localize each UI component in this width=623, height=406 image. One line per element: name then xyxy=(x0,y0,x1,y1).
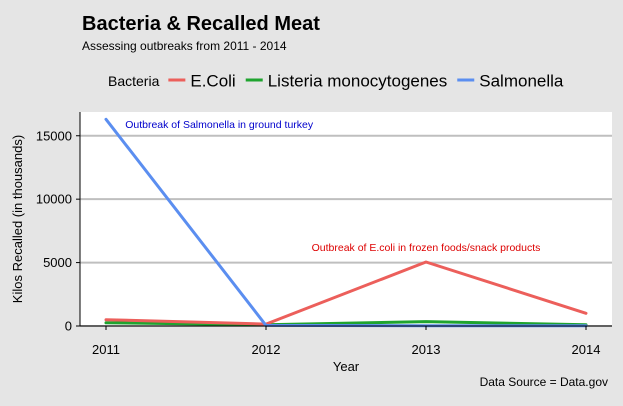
plot-panel xyxy=(80,112,612,326)
x-tick-label-2011: 2011 xyxy=(92,342,120,357)
legend-title: Bacteria xyxy=(108,73,160,89)
x-tick-label-2013: 2013 xyxy=(412,342,441,357)
chart-subtitle: Assessing outbreaks from 2011 - 2014 xyxy=(82,39,287,53)
legend-label-listeria-monocytogenes: Listeria monocytogenes xyxy=(268,72,448,91)
y-tick-label-10000: 10000 xyxy=(36,192,72,207)
y-ticks: 0 5000 10000 15000 xyxy=(36,128,80,334)
x-axis-label: Year xyxy=(333,359,360,374)
x-tick-label-2014: 2014 xyxy=(572,342,601,357)
series-line-e-coli xyxy=(104,260,588,326)
x-ticks: 2011 2012 2013 2014 xyxy=(92,326,600,357)
legend-label-salmonella: Salmonella xyxy=(479,72,564,91)
chart-title: Bacteria & Recalled Meat xyxy=(82,13,320,35)
y-tick-label-5000: 5000 xyxy=(43,255,72,270)
series-line-listeria-monocytogenes xyxy=(104,320,588,327)
data-source-caption: Data Source = Data.gov xyxy=(480,375,608,389)
annotations: Outbreak of Salmonella in ground turkey O… xyxy=(125,119,540,254)
legend: Bacteria E.Coli Listeria monocytogenes Sal… xyxy=(108,72,564,91)
annotation-2: Outbreak of E.coli in frozen foods/snack… xyxy=(312,242,541,254)
x-tick-label-2012: 2012 xyxy=(252,342,281,357)
legend-label-e-coli: E.Coli xyxy=(190,72,235,91)
y-tick-label-15000: 15000 xyxy=(36,128,72,143)
y-axis-label: Kilos Recalled (in thousands) xyxy=(10,135,25,303)
annotation-1: Outbreak of Salmonella in ground turkey xyxy=(125,119,314,131)
y-tick-label-0: 0 xyxy=(65,319,72,334)
